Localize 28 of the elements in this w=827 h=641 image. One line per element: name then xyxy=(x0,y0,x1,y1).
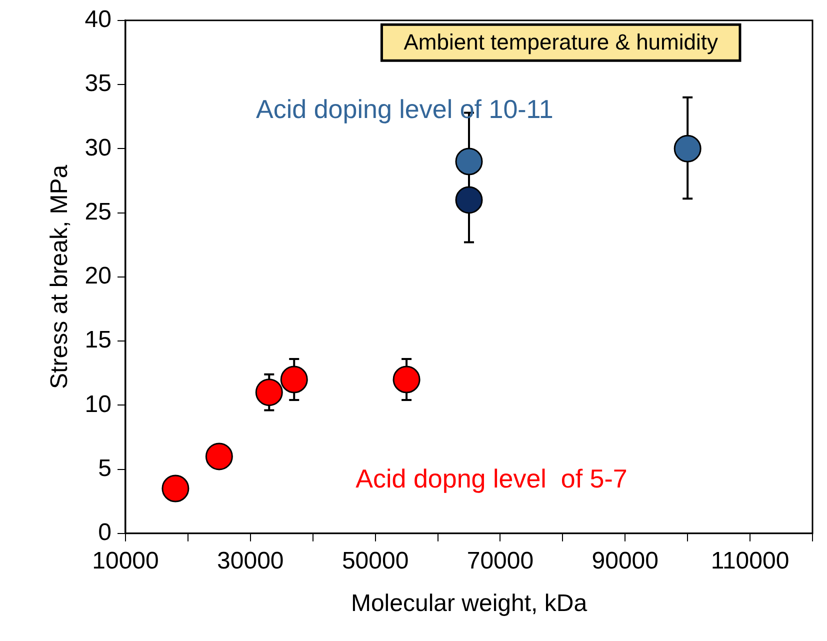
y-tick-label: 20 xyxy=(84,262,112,290)
y-tick-label: 15 xyxy=(84,326,112,354)
x-axis-title: Molecular weight, kDa xyxy=(350,590,588,618)
x-tick-label: 90000 xyxy=(592,547,659,574)
point xyxy=(455,148,483,176)
y-tick-label: 5 xyxy=(98,454,112,482)
x-tick-label: 10000 xyxy=(92,547,159,574)
annotation: Acid dopng level of 5-7 xyxy=(356,463,628,494)
y-tick-label: 25 xyxy=(84,198,112,226)
point xyxy=(455,186,483,214)
y-tick-label: 30 xyxy=(84,134,112,162)
y-tick-label: 40 xyxy=(84,6,112,34)
x-tick-label: 70000 xyxy=(466,547,534,574)
annotation: Ambient temperature & humidity xyxy=(404,30,718,55)
point xyxy=(162,474,190,502)
point xyxy=(392,366,420,394)
annotation: Acid doping level of 10-11 xyxy=(256,94,554,124)
point xyxy=(255,378,283,406)
point xyxy=(205,442,233,470)
y-tick-label: 10 xyxy=(84,390,112,418)
y-tick-label: 35 xyxy=(84,70,112,98)
x-tick-label: 110000 xyxy=(710,547,790,574)
x-tick-label: 50000 xyxy=(342,547,409,574)
point xyxy=(280,366,308,394)
y-axis-title: Stress at break, MPa xyxy=(46,164,74,389)
y-tick-label: 0 xyxy=(98,519,112,546)
point xyxy=(674,134,702,162)
x-tick-label: 30000 xyxy=(217,547,284,574)
